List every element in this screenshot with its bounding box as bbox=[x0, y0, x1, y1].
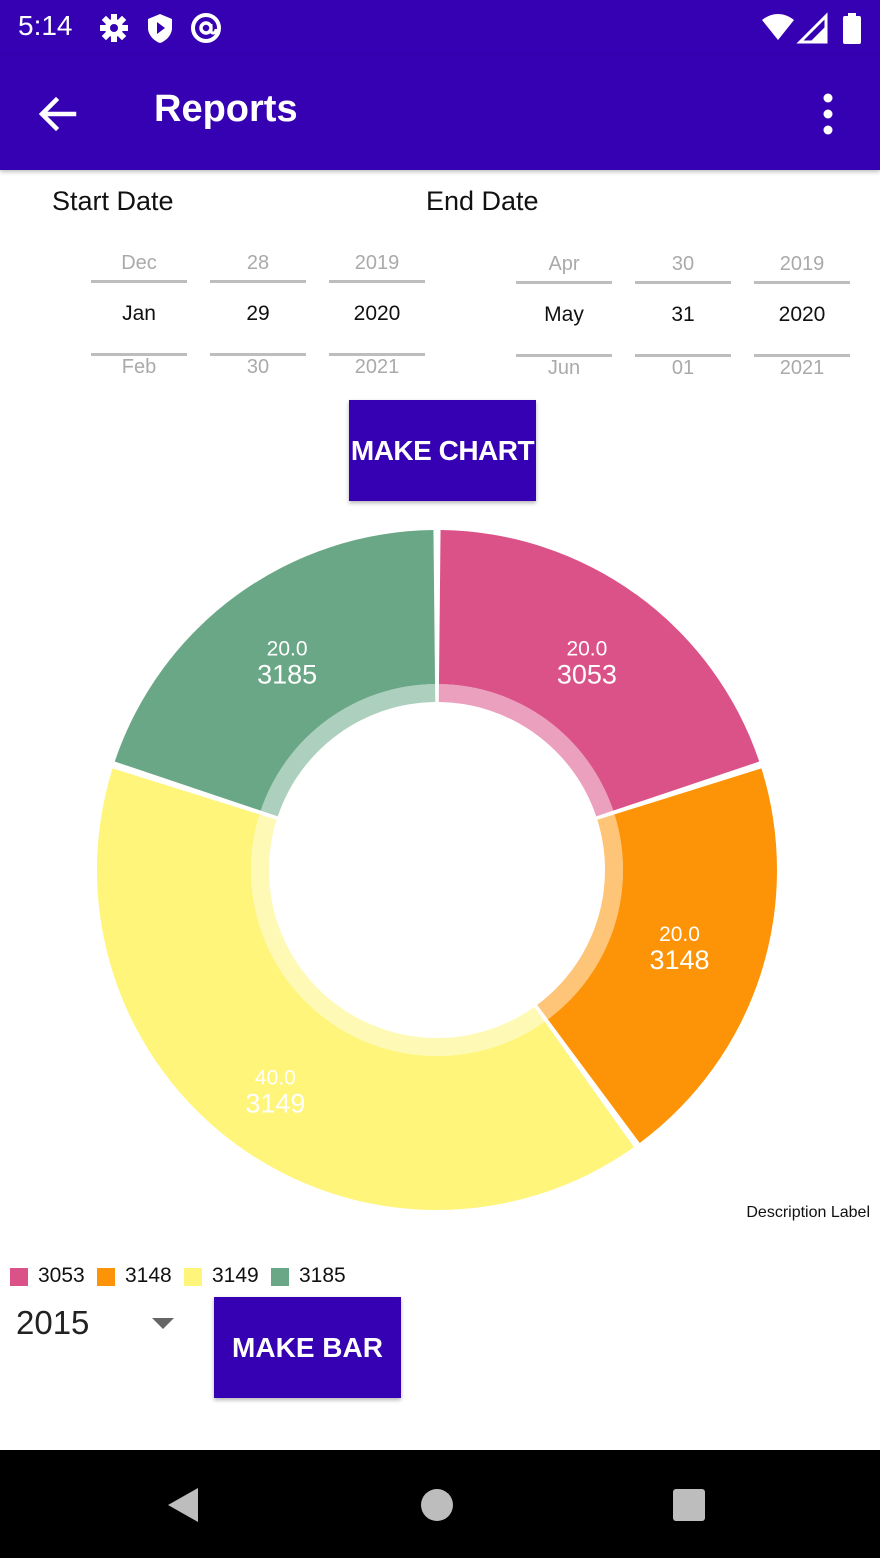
start-month-picker[interactable]: Dec Jan Feb bbox=[91, 252, 187, 382]
picker-divider bbox=[516, 354, 612, 357]
back-triangle-icon[interactable] bbox=[158, 1480, 208, 1530]
legend-label: 3148 bbox=[125, 1264, 172, 1287]
start-year-picker[interactable]: 2019 2020 2021 bbox=[329, 252, 425, 382]
legend-swatch bbox=[184, 1268, 202, 1286]
system-nav-bar bbox=[0, 1450, 880, 1558]
picker-divider bbox=[210, 353, 306, 356]
donut-inner-ring-3053 bbox=[438, 684, 614, 817]
picker-prev-value[interactable]: 2019 bbox=[779, 253, 825, 275]
slice-category-label: 3148 bbox=[649, 945, 709, 975]
picker-divider bbox=[91, 353, 187, 356]
donut-inner-ring-3185 bbox=[260, 684, 436, 817]
app-bar: Reports bbox=[0, 56, 880, 170]
slice-category-label: 3053 bbox=[557, 660, 617, 690]
recents-square-icon[interactable] bbox=[664, 1480, 714, 1530]
at-sign-icon bbox=[188, 10, 224, 46]
picker-next-value[interactable]: 01 bbox=[671, 357, 695, 379]
shield-play-icon bbox=[142, 10, 178, 46]
year-dropdown[interactable]: 2015 bbox=[16, 1300, 186, 1350]
picker-divider bbox=[754, 281, 850, 284]
donut-inner-ring-3148 bbox=[537, 814, 624, 1020]
picker-current-value[interactable]: 2020 bbox=[778, 303, 826, 326]
donut-inner-ring-3149 bbox=[250, 814, 545, 1056]
arrow-back-icon[interactable] bbox=[30, 86, 86, 142]
picker-current-value[interactable]: 31 bbox=[671, 303, 695, 326]
chart-description-label: Description Label bbox=[746, 1204, 870, 1221]
legend-swatch bbox=[97, 1268, 115, 1286]
picker-prev-value[interactable]: Apr bbox=[548, 253, 580, 275]
battery-icon bbox=[834, 10, 870, 46]
make-chart-button[interactable]: MAKE CHART bbox=[349, 400, 536, 501]
home-circle-icon[interactable] bbox=[412, 1480, 462, 1530]
picker-next-value[interactable]: 2021 bbox=[779, 357, 825, 379]
dropdown-arrow-icon bbox=[152, 1318, 174, 1332]
picker-current-value[interactable]: 29 bbox=[246, 302, 270, 325]
slice-category-label: 3149 bbox=[245, 1088, 305, 1118]
legend-label: 3185 bbox=[299, 1264, 346, 1287]
picker-next-value[interactable]: 30 bbox=[246, 356, 270, 378]
picker-current-value[interactable]: Jan bbox=[122, 302, 156, 325]
donut-slice-3148[interactable] bbox=[547, 768, 777, 1143]
legend-label: 3053 bbox=[38, 1264, 85, 1287]
picker-prev-value[interactable]: Dec bbox=[121, 252, 157, 274]
settings-icon bbox=[96, 10, 132, 46]
more-vert-icon[interactable] bbox=[806, 86, 850, 142]
picker-prev-value[interactable]: 28 bbox=[246, 252, 270, 274]
picker-divider bbox=[754, 354, 850, 357]
start-date-label: Start Date bbox=[52, 186, 174, 216]
wifi-icon bbox=[760, 10, 796, 46]
year-dropdown-value: 2015 bbox=[16, 1304, 90, 1341]
slice-value-label: 20.0 bbox=[267, 638, 308, 661]
end-year-picker[interactable]: 2019 2020 2021 bbox=[754, 253, 850, 383]
picker-next-value[interactable]: Feb bbox=[121, 356, 157, 378]
slice-value-label: 40.0 bbox=[255, 1066, 296, 1089]
page-title: Reports bbox=[154, 88, 298, 130]
picker-divider bbox=[635, 281, 731, 284]
picker-divider bbox=[91, 280, 187, 283]
picker-prev-value[interactable]: 2019 bbox=[354, 252, 400, 274]
donut-slice-3053[interactable] bbox=[438, 530, 760, 811]
picker-divider bbox=[210, 280, 306, 283]
status-time: 5:14 bbox=[18, 10, 73, 41]
make-bar-button[interactable]: MAKE BAR bbox=[214, 1297, 401, 1398]
picker-next-value[interactable]: 2021 bbox=[354, 356, 400, 378]
start-day-picker[interactable]: 28 29 30 bbox=[210, 252, 306, 382]
picker-divider bbox=[635, 354, 731, 357]
picker-divider bbox=[329, 353, 425, 356]
slice-category-label: 3185 bbox=[257, 660, 317, 690]
donut-slice-3149[interactable] bbox=[96, 768, 634, 1210]
picker-divider bbox=[516, 281, 612, 284]
legend-label: 3149 bbox=[212, 1264, 259, 1287]
legend-swatch bbox=[10, 1268, 28, 1286]
end-month-picker[interactable]: Apr May Jun bbox=[516, 253, 612, 383]
end-day-picker[interactable]: 30 31 01 bbox=[635, 253, 731, 383]
end-date-label: End Date bbox=[426, 186, 539, 216]
picker-next-value[interactable]: Jun bbox=[547, 357, 581, 379]
status-bar: 5:14 bbox=[0, 0, 880, 56]
picker-current-value[interactable]: May bbox=[544, 303, 584, 326]
picker-current-value[interactable]: 2020 bbox=[353, 302, 401, 325]
picker-divider bbox=[329, 280, 425, 283]
signal-icon bbox=[796, 10, 832, 46]
donut-slice-3185[interactable] bbox=[114, 530, 436, 811]
picker-prev-value[interactable]: 30 bbox=[671, 253, 695, 275]
slice-value-label: 20.0 bbox=[566, 638, 607, 661]
legend-swatch bbox=[271, 1268, 289, 1286]
slice-value-label: 20.0 bbox=[659, 923, 700, 946]
